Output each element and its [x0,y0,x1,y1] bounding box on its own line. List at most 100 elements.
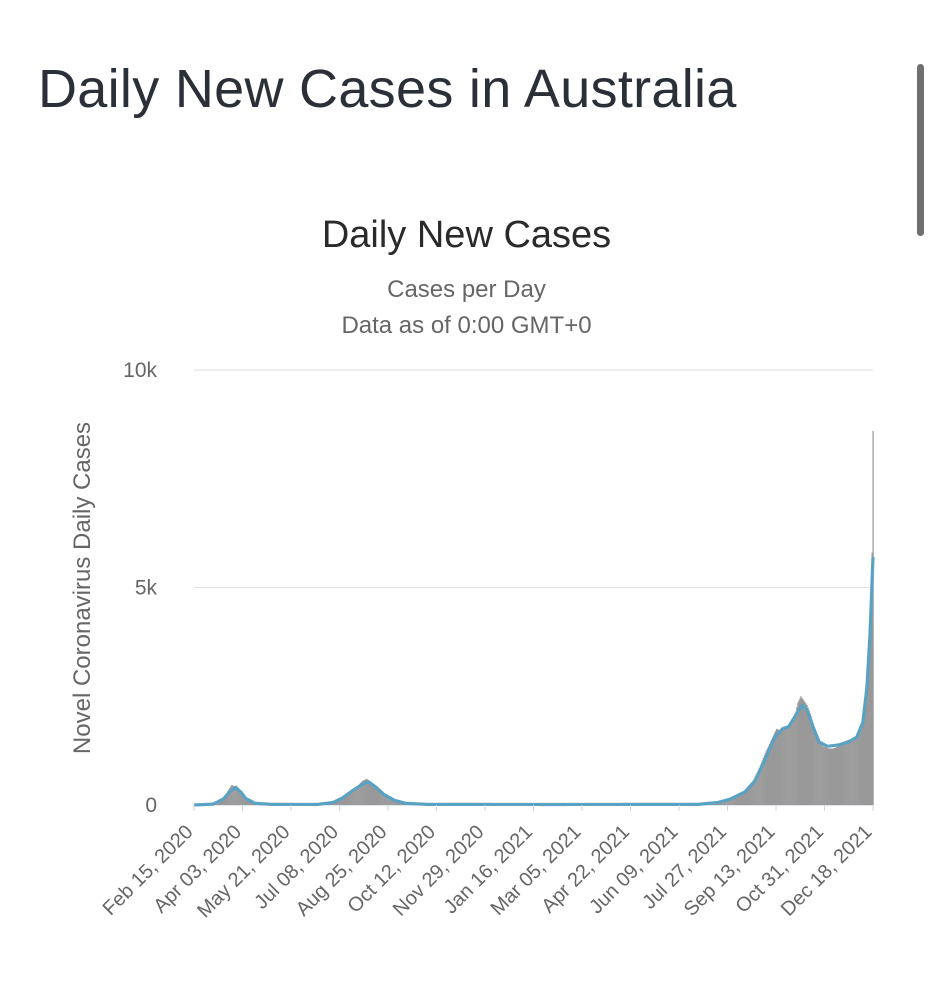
daily-case-bar [355,787,357,805]
daily-case-bar [247,800,249,805]
daily-case-bar [367,779,369,805]
daily-case-bar [811,719,813,805]
daily-case-bar [374,786,376,805]
daily-case-bar [368,780,370,805]
daily-case-bar [858,733,860,805]
daily-case-bar [745,789,747,805]
daily-case-bar [736,794,738,805]
daily-case-bar [396,801,399,805]
daily-case-bar [861,723,863,805]
daily-case-bar [738,794,740,805]
daily-case-bar [225,794,227,805]
daily-case-bar [833,748,836,805]
daily-case-bar [849,739,851,805]
daily-case-bar [769,741,772,805]
daily-case-bar [381,792,383,805]
daily-case-bar [864,700,866,805]
daily-case-bar [841,742,844,805]
daily-case-bar [216,802,219,805]
daily-case-bar [847,740,849,805]
daily-case-bar [234,786,236,805]
daily-case-bar [752,780,754,805]
daily-case-bar [233,785,235,805]
daily-case-bar [349,792,351,805]
daily-case-bar [829,748,832,805]
daily-case-bar [372,784,374,805]
daily-case-bar [217,802,220,805]
daily-case-bar [733,796,735,805]
daily-case-bar [728,798,730,805]
daily-case-bar [762,757,764,805]
daily-case-bar [786,728,788,805]
daily-case-bar [358,784,360,805]
daily-case-bar [362,780,364,805]
daily-case-bar [725,799,727,805]
daily-case-bar [231,784,233,805]
daily-case-bar [863,713,865,805]
daily-case-bar [788,725,790,805]
daily-case-bar [241,793,243,805]
daily-case-bar [740,793,742,805]
daily-case-bar [792,719,794,805]
daily-case-bar [839,744,842,805]
daily-case-bar [800,696,802,805]
daily-case-bar [746,788,748,805]
daily-case-bar [784,727,786,805]
daily-case-bar [809,713,811,805]
daily-case-bar [852,739,854,805]
daily-case-bar [771,737,774,805]
daily-case-bar [836,746,839,805]
daily-case-bar [218,801,221,805]
daily-case-bar [378,789,380,805]
daily-case-bar [779,729,782,805]
daily-case-bar [389,798,391,805]
daily-case-bar [361,781,363,805]
daily-case-bar [238,789,240,805]
daily-case-bar [820,744,822,805]
daily-case-bar [782,727,784,805]
daily-case-bar [759,765,761,805]
daily-case-bar [351,791,353,805]
y-tick-label: 10k [123,359,157,382]
moving-average-line [193,556,875,807]
daily-case-bar [386,796,388,805]
daily-case-bar [732,796,734,805]
daily-case-bar [384,795,386,805]
daily-case-bar [791,720,793,805]
daily-case-bar [735,795,737,805]
daily-case-bar [750,783,752,805]
daily-case-bar [870,591,872,805]
daily-case-bar [777,729,780,805]
daily-case-bar [757,770,759,805]
daily-case-bar [369,781,371,805]
daily-case-bar [807,707,809,805]
daily-case-bar [723,800,725,805]
daily-case-bar [222,798,225,805]
daily-case-bar [398,801,401,805]
daily-case-bar [838,745,841,805]
daily-case-bar [391,799,393,805]
daily-case-bar [761,760,763,805]
daily-case-bar [359,783,361,805]
daily-case-bar [806,704,808,805]
scrollbar[interactable] [917,64,924,236]
daily-case-bar [851,739,853,805]
daily-case-bar [395,801,397,805]
daily-case-bar [816,736,818,805]
daily-case-bar [844,741,846,805]
daily-case-bar [808,710,810,805]
chart-title: Daily New Cases [321,214,612,256]
daily-case-bar [379,790,381,805]
daily-case-bar [343,796,346,805]
daily-case-bar [857,734,859,805]
daily-case-bar [387,797,389,805]
daily-case-bar [785,728,787,805]
daily-case-bar [775,728,778,805]
daily-case-bar [846,740,848,805]
daily-case-bar [850,739,852,805]
daily-case-bar [818,741,820,805]
daily-case-bar [341,797,344,805]
daily-case-bar [840,743,843,805]
daily-case-bar [737,794,739,805]
